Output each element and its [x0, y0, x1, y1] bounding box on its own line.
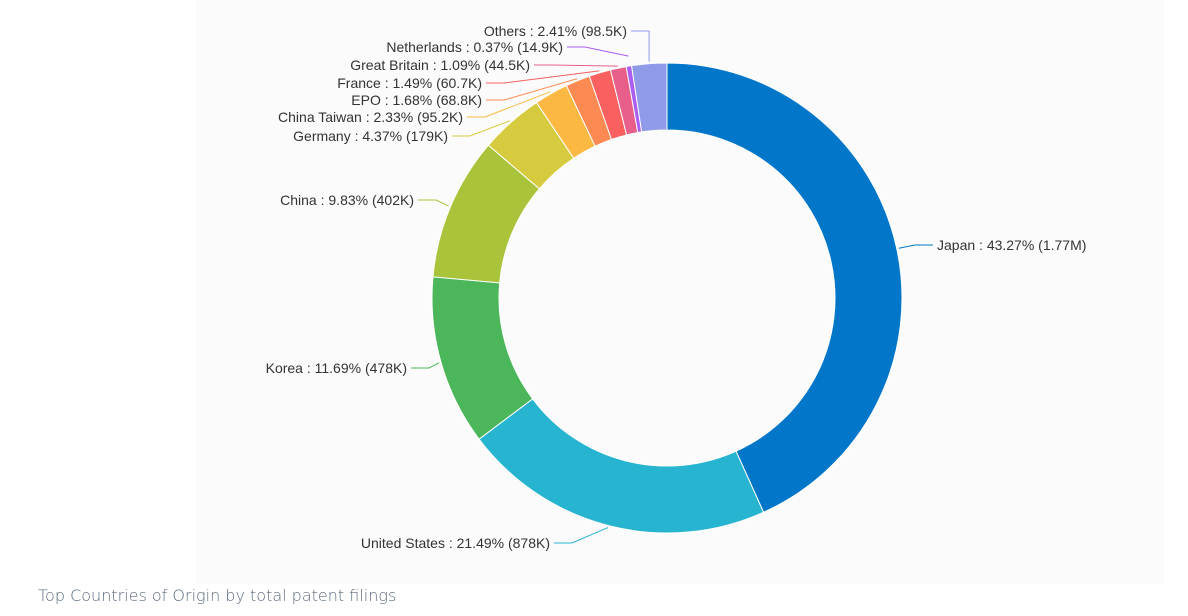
data-label-united-states: United States : 21.49% (878K) [361, 535, 550, 551]
data-label-netherlands: Netherlands : 0.37% (14.9K) [386, 39, 563, 55]
data-label-germany: Germany : 4.37% (179K) [293, 128, 448, 144]
data-label-epo: EPO : 1.68% (68.8K) [351, 92, 482, 108]
leader-line-others [631, 30, 650, 62]
data-label-korea: Korea : 11.69% (478K) [266, 360, 407, 376]
data-label-great-britain: Great Britain : 1.09% (44.5K) [350, 57, 530, 73]
slices-layer [431, 62, 903, 534]
leader-line-netherlands [567, 46, 629, 57]
donut-chart: Japan : 43.27% (1.77M) United States : 21… [266, 23, 1087, 551]
labels-layer: Japan : 43.27% (1.77M) United States : 21… [266, 23, 1087, 551]
data-label-china: China : 9.83% (402K) [280, 192, 414, 208]
slice-others[interactable] [630, 62, 668, 133]
chart-caption: Top Countries of Origin by total patent … [38, 586, 397, 605]
leader-line-china [418, 199, 449, 207]
leader-line-great-britain [534, 64, 618, 67]
data-label-china-taiwan: China Taiwan : 2.33% (95.2K) [278, 109, 463, 125]
leader-line-korea [411, 362, 440, 369]
data-label-japan: Japan : 43.27% (1.77M) [937, 237, 1086, 253]
leader-line-united-states [554, 527, 609, 544]
data-label-france: France : 1.49% (60.7K) [337, 75, 482, 91]
leader-line-japan [898, 244, 933, 249]
leader-line-france [486, 70, 600, 84]
leader-line-germany [452, 120, 510, 137]
chart-panel: Japan : 43.27% (1.77M) United States : 21… [196, 0, 1164, 584]
leader-lines-layer [411, 30, 933, 544]
slice-united-states[interactable] [478, 398, 765, 534]
slice-japan[interactable] [666, 62, 903, 513]
leader-line-epo [486, 78, 578, 101]
data-label-others: Others : 2.41% (98.5K) [484, 23, 627, 39]
leader-line-china-taiwan [467, 91, 551, 118]
